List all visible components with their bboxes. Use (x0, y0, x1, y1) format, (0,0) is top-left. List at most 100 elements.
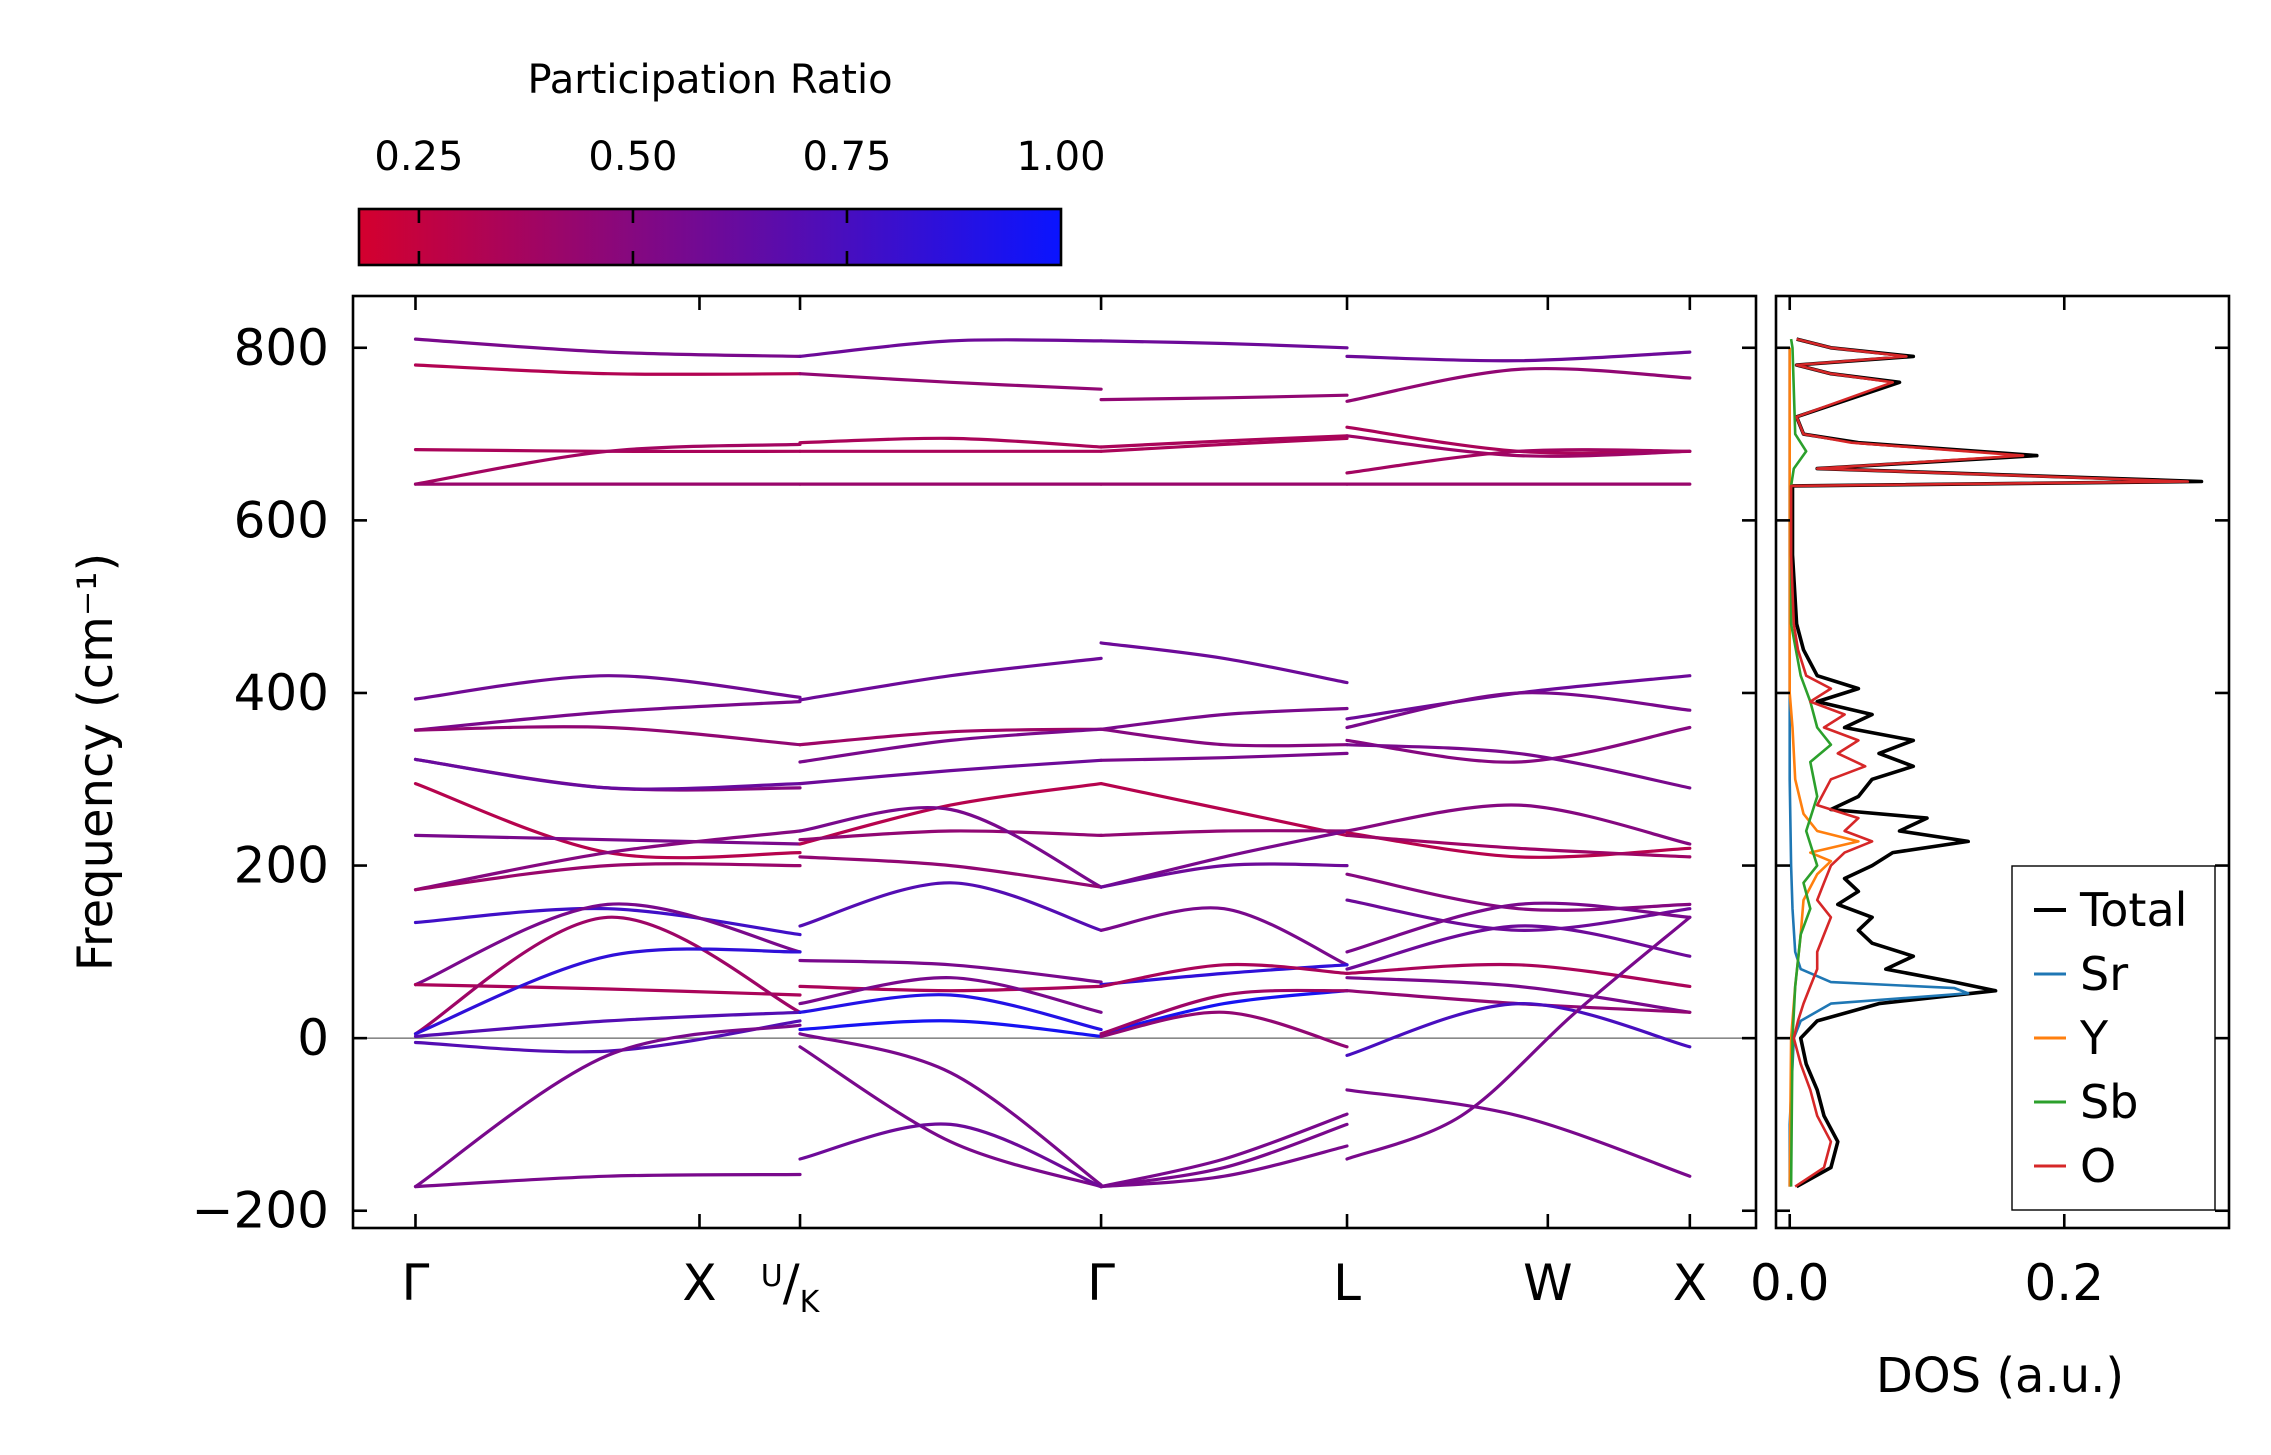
phonon-band (798, 1032, 1103, 1187)
phonon-band (413, 1172, 802, 1189)
dos-series (1788, 337, 2204, 1189)
phonon-band (1099, 782, 1349, 837)
phonon-band (1345, 434, 1692, 458)
x-tick-label: L (1333, 1254, 1361, 1312)
legend-label: Sb (2080, 1075, 2138, 1129)
main-axis-ticks: Γ X U/K Γ L W X −200 0 200 400 600 800 (192, 296, 1756, 1320)
phonon-band (1345, 1001, 1692, 1057)
phonon-band (1345, 350, 1692, 363)
phonon-band (798, 881, 1103, 932)
phonon-band (1099, 1010, 1349, 1049)
y-axis-label: Frequency (cm⁻¹) (68, 553, 124, 971)
y-tick-label: 800 (234, 319, 329, 377)
legend-label: Sr (2080, 947, 2128, 1001)
phonon-band (1345, 674, 1692, 721)
dos-panel: 0.0 0.2 DOS (a.u.) Total Sr Y Sb O (1750, 294, 2231, 1404)
y-tick-label: 600 (234, 491, 329, 549)
phonon-band (413, 947, 802, 1036)
phonon-band (413, 674, 802, 701)
legend-label: Y (2079, 1011, 2109, 1065)
phonon-band (798, 1045, 1103, 1189)
phonon-bands (413, 337, 1692, 1189)
phonon-band (413, 902, 802, 987)
phonon-band (1345, 962, 1692, 988)
x-tick-label: W (1523, 1254, 1572, 1312)
x-tick-label: U/K (761, 1254, 821, 1320)
phonon-band (413, 1010, 802, 1038)
phonon-band (798, 1019, 1103, 1038)
phonon-band (1345, 448, 1692, 475)
phonon-band (413, 725, 802, 747)
phonon-band (1345, 691, 1692, 730)
phonon-band (1345, 915, 1692, 1161)
phonon-band (1099, 862, 1349, 889)
colorbar-tick-label: 0.25 (374, 134, 463, 180)
phonon-band (413, 906, 802, 937)
phonon-band (798, 805, 1103, 889)
phonon-band (413, 1019, 802, 1054)
phonon-band (798, 727, 1103, 747)
main-axes-frame (351, 294, 1758, 1230)
phonon-band (413, 442, 802, 486)
phonon-band (1099, 963, 1349, 987)
colorbar-tick-label: 0.75 (802, 134, 891, 180)
colorbar-rect (357, 207, 1063, 267)
phonon-band (413, 337, 802, 358)
phonon-band (1099, 829, 1349, 837)
phonon-band (798, 993, 1103, 1032)
dos-x-axis-label: DOS (a.u.) (1876, 1348, 2124, 1404)
dos-line-o (1789, 337, 2190, 1188)
dos-x-tick-label: 0.2 (2025, 1254, 2105, 1312)
band-structure-panel: Γ X U/K Γ L W X −200 0 200 400 600 800 Frequency (cm… (68, 294, 1758, 1320)
phonon-band (798, 782, 1103, 846)
phonon-band (1345, 976, 1692, 1014)
x-tick-label: Γ (402, 1254, 430, 1312)
phonon-band (1345, 1088, 1692, 1178)
phonon-band (1345, 989, 1692, 1014)
colorbar-tick-label: 0.50 (588, 134, 677, 180)
phonon-band (798, 727, 1103, 764)
phonon-band (798, 656, 1103, 702)
y-tick-label: 400 (234, 664, 329, 722)
legend-label: O (2080, 1139, 2116, 1193)
y-tick-label: 0 (297, 1009, 329, 1067)
phonon-band (1099, 1112, 1349, 1189)
x-tick-label: X (1673, 1254, 1707, 1312)
phonon-band (1099, 434, 1349, 449)
phonon-band (1099, 751, 1349, 762)
dos-line-sb (1789, 338, 1833, 1187)
phonon-band (798, 758, 1103, 786)
x-tick-label: Γ (1087, 1254, 1115, 1312)
phonon-band (1099, 727, 1349, 748)
colorbar-tick-label: 1.00 (1016, 134, 1105, 180)
phonon-band (798, 976, 1103, 1014)
phonon-band (413, 915, 802, 1036)
phonon-band (413, 363, 802, 376)
phonon-band (413, 829, 802, 892)
phonon-band (798, 984, 1103, 993)
phonon-band (1099, 641, 1349, 685)
phonon-band (1345, 803, 1692, 846)
phonon-band (798, 436, 1103, 449)
dos-axis-ticks: 0.0 0.2 (1750, 296, 2229, 1312)
phonon-band (1099, 393, 1349, 402)
phonon-band (413, 1023, 802, 1189)
phonon-band (413, 862, 802, 892)
phonon-band (1099, 706, 1349, 731)
colorbar-ticks: 0.25 0.50 0.75 1.00 (374, 134, 1106, 265)
phonon-band (1099, 988, 1349, 1036)
phonon-band (413, 757, 802, 791)
phonon-band (1099, 436, 1349, 453)
phonon-band (798, 372, 1103, 391)
phonon-band (1345, 872, 1692, 912)
phonon-band (1345, 833, 1692, 859)
y-tick-label: −200 (192, 1182, 329, 1240)
phonon-band (1345, 924, 1692, 971)
phonon-band (413, 983, 802, 997)
phonon-band (1099, 1144, 1349, 1189)
colorbar: Participation Ratio 0.25 0.50 0.75 1.00 (357, 57, 1106, 267)
colorbar-title: Participation Ratio (527, 57, 892, 103)
dos-legend: Total Sr Y Sb O (2011, 865, 2216, 1211)
dos-axes-frame (1774, 294, 2231, 1230)
